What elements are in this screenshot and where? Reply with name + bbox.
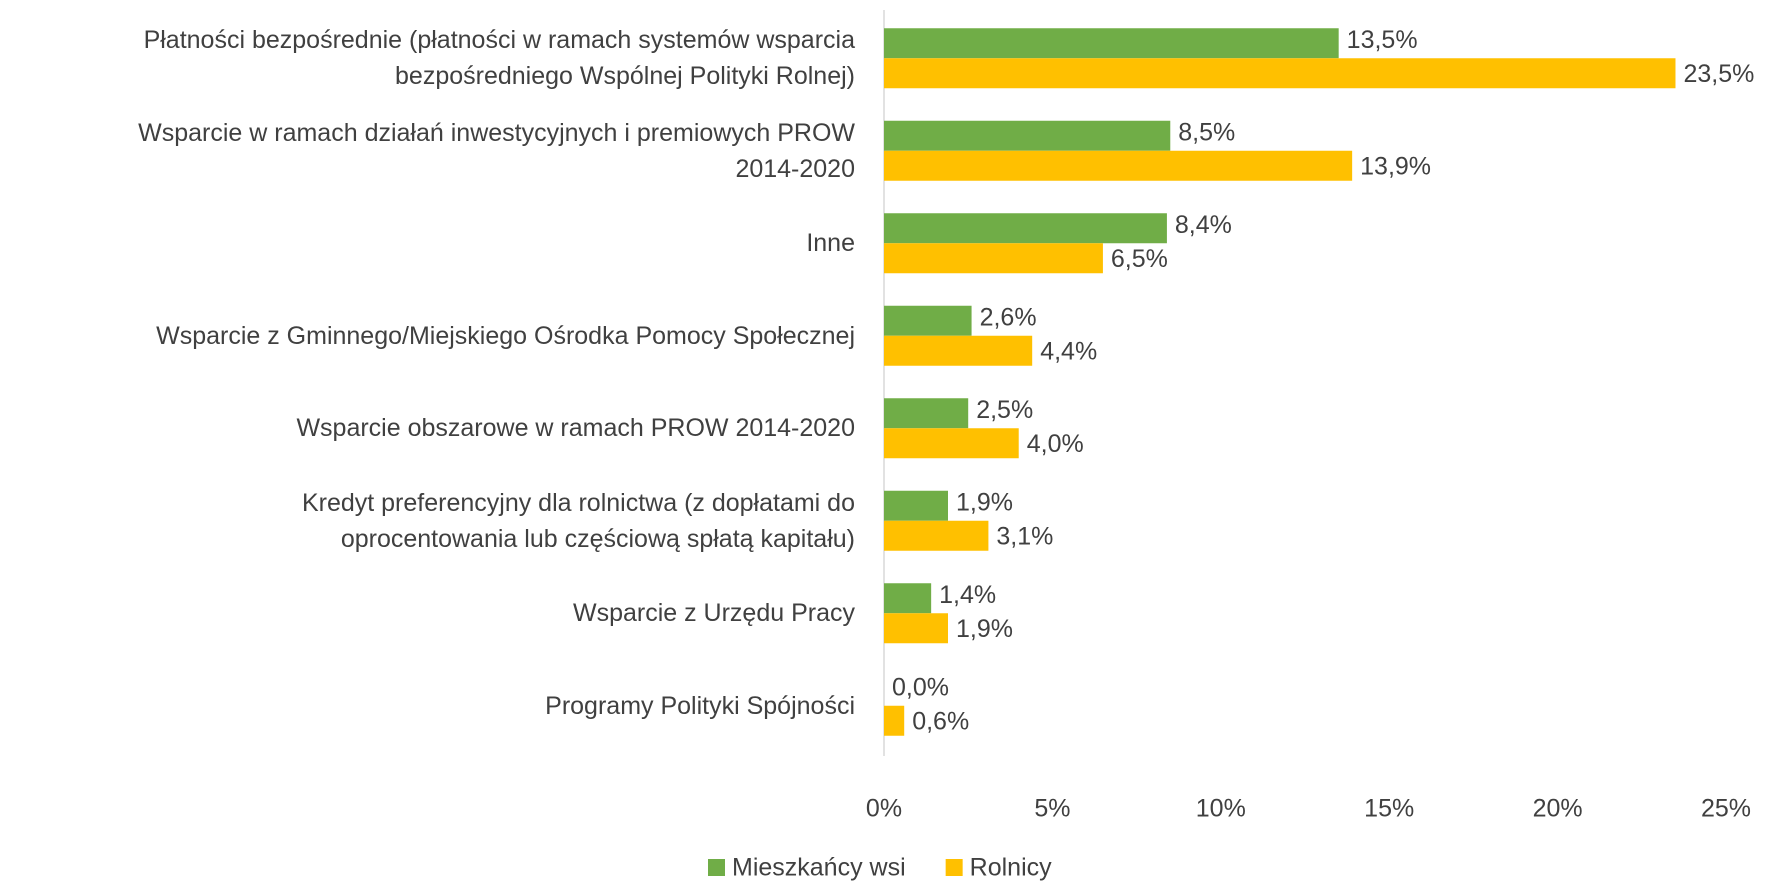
value-label: 0,6% <box>912 707 969 735</box>
value-label: 0,0% <box>892 673 949 701</box>
category-label: Płatności bezpośrednie (płatności w rama… <box>143 26 855 91</box>
value-label: 1,9% <box>956 615 1013 643</box>
bar <box>884 398 969 429</box>
bar <box>884 335 1033 366</box>
bar <box>884 520 989 551</box>
bar <box>884 490 948 521</box>
value-label: 23,5% <box>1683 60 1754 88</box>
legend-label: Mieszkańcy wsi <box>732 854 906 882</box>
value-label: 8,5% <box>1178 118 1235 146</box>
value-label: 13,9% <box>1360 152 1431 180</box>
category-label: Wsparcie z Gminnego/Miejskiego Ośrodka P… <box>156 321 855 350</box>
bar <box>884 428 1019 459</box>
value-label: 2,6% <box>980 303 1037 331</box>
value-label: 13,5% <box>1347 26 1418 54</box>
bar <box>884 58 1676 89</box>
legend-swatch <box>945 859 963 876</box>
value-label: 6,5% <box>1111 245 1168 273</box>
bar <box>884 613 948 644</box>
x-tick-label: 0% <box>866 795 902 823</box>
x-tick-label: 5% <box>1034 795 1070 823</box>
bar <box>884 150 1353 181</box>
value-label: 3,1% <box>996 522 1053 550</box>
bar <box>884 120 1171 151</box>
category-label: Kredyt preferencyjny dla rolnictwa (z do… <box>301 488 855 553</box>
category-label: Inne <box>806 229 855 258</box>
legend-label: Rolnicy <box>970 854 1052 882</box>
bar <box>884 305 972 336</box>
category-label: Wsparcie obszarowe w ramach PROW 2014-20… <box>296 414 855 443</box>
value-label: 4,0% <box>1027 430 1084 458</box>
category-label: Wsparcie z Urzędu Pracy <box>572 599 855 628</box>
value-label: 1,4% <box>939 581 996 609</box>
value-label: 4,4% <box>1040 337 1097 365</box>
legend-swatch <box>708 859 725 876</box>
bar <box>884 28 1339 59</box>
x-tick-label: 20% <box>1533 795 1583 823</box>
x-tick-label: 25% <box>1701 795 1751 823</box>
bar <box>884 705 905 736</box>
category-label: Programy Polityki Spójności <box>545 691 855 720</box>
x-tick-label: 10% <box>1196 795 1246 823</box>
bar <box>884 243 1103 274</box>
value-label: 8,4% <box>1175 211 1232 239</box>
value-label: 2,5% <box>976 396 1033 424</box>
value-label: 1,9% <box>956 488 1013 516</box>
bar <box>884 583 932 614</box>
bar <box>884 213 1167 244</box>
x-tick-label: 15% <box>1364 795 1414 823</box>
category-label: Wsparcie w ramach działań inwestycyjnych… <box>138 118 855 183</box>
